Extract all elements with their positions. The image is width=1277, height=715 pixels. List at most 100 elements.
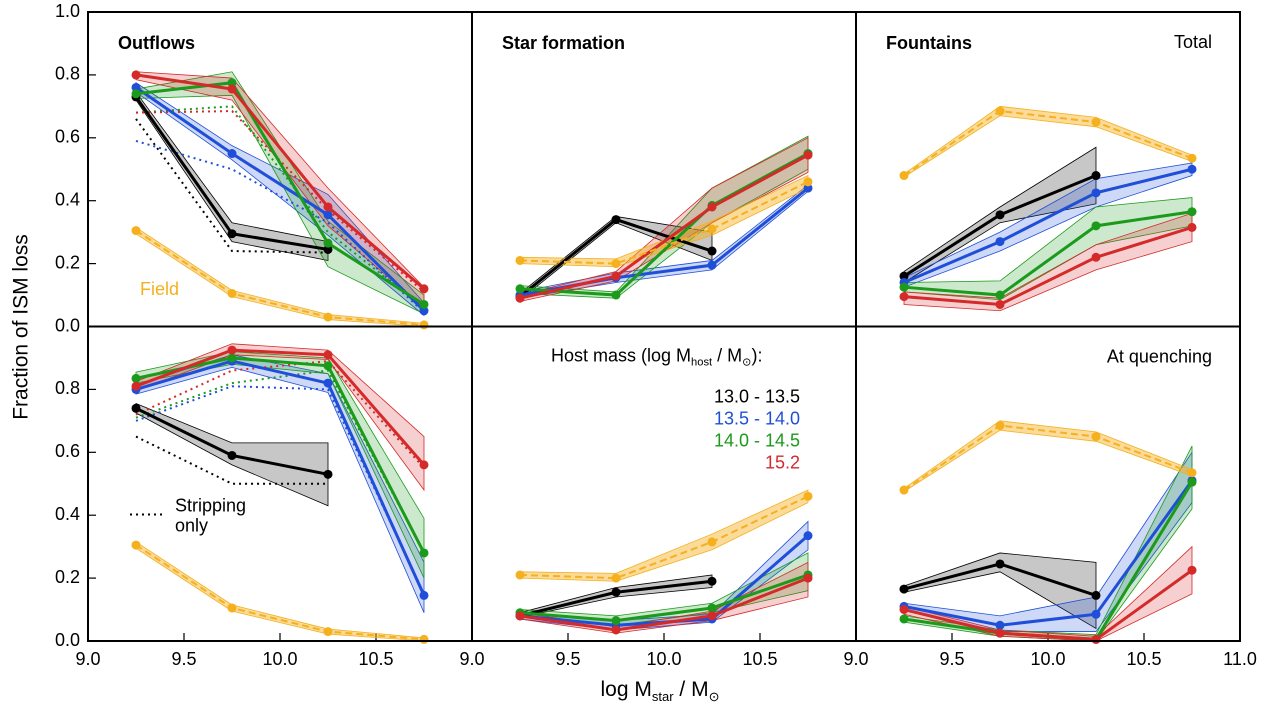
data-point: [323, 238, 333, 248]
x-tick-label: 9.0: [75, 649, 100, 669]
data-point: [899, 605, 909, 615]
data-point: [611, 573, 621, 583]
data-point: [515, 570, 525, 580]
x-axis-label-part: log M: [601, 678, 652, 701]
x-tick-label: 10.0: [1030, 649, 1065, 669]
data-point: [611, 290, 621, 300]
data-point: [419, 634, 429, 644]
series-line: [135, 348, 426, 466]
data-point: [131, 70, 141, 80]
data-point: [995, 421, 1005, 431]
y-tick-label: 0.4: [55, 504, 80, 524]
error-band: [135, 541, 425, 642]
series-line: [519, 153, 809, 300]
x-tick-label: 9.5: [171, 649, 196, 669]
data-point: [1187, 565, 1197, 575]
x-tick-label: 10.5: [358, 649, 393, 669]
data-point: [899, 292, 909, 302]
data-point: [419, 320, 429, 330]
data-point: [131, 82, 141, 92]
error-band: [903, 212, 1193, 312]
data-point: [995, 559, 1005, 569]
error-band: [903, 545, 1193, 642]
data-point: [131, 373, 141, 383]
series-line: [903, 225, 1193, 307]
data-point: [227, 149, 237, 159]
data-point: [1091, 188, 1101, 198]
legend-title: Host mass (log Mhost / M⊙):: [551, 345, 762, 368]
data-point: [995, 620, 1005, 630]
series-line: [903, 569, 1193, 641]
x-axis-label-part: star: [652, 689, 674, 704]
series-line: [519, 576, 809, 632]
data-point: [611, 587, 621, 597]
data-point: [1187, 164, 1197, 174]
data-point: [323, 202, 333, 212]
data-point: [707, 537, 717, 547]
data-point: [227, 450, 237, 460]
series-line: [519, 573, 809, 623]
panel: 0.0 0.2 0.4 0.6 0.8 1.0 Field Outflows: [55, 1, 473, 335]
series-line: [135, 110, 425, 293]
y-tick-label: 0.6: [55, 127, 80, 147]
panel-frame: [855, 325, 1241, 642]
data-point: [1187, 153, 1197, 163]
data-point: [131, 89, 141, 99]
series-line: [135, 86, 426, 312]
data-point: [1091, 634, 1101, 644]
data-point: [1091, 221, 1101, 231]
data-point: [707, 576, 717, 586]
data-point: [899, 485, 909, 495]
data-point: [1187, 468, 1197, 478]
data-point: [611, 625, 621, 635]
data-point: [1187, 222, 1197, 232]
data-point: [323, 312, 333, 322]
data-point: [515, 293, 525, 303]
data-point: [419, 590, 429, 600]
data-point: [995, 106, 1005, 116]
legend-entry: 15.2: [765, 452, 800, 472]
y-tick-label: 0.8: [55, 64, 80, 84]
data-point: [1091, 432, 1101, 442]
data-point: [707, 260, 717, 270]
legend-title-part: Host mass (log M: [551, 345, 691, 365]
data-point: [323, 244, 333, 254]
data-point: [131, 226, 141, 236]
data-point: [611, 271, 621, 281]
data-point: [899, 171, 909, 181]
series-line: [903, 424, 1193, 491]
legend-title-part: host: [691, 356, 713, 368]
data-point: [611, 616, 621, 626]
panel-title: Outflows: [118, 33, 195, 53]
data-point: [1091, 171, 1101, 181]
data-point: [419, 548, 429, 558]
stripping-label: only: [175, 515, 208, 535]
data-point: [707, 246, 717, 256]
x-tick-label: 9.0: [843, 649, 868, 669]
data-point: [227, 78, 237, 88]
panel-title: Star formation: [502, 33, 625, 53]
data-point: [1187, 207, 1197, 217]
series-line: [135, 359, 426, 597]
data-point: [419, 284, 429, 294]
y-tick-label: 0.6: [55, 441, 80, 461]
data-point: [1187, 477, 1197, 487]
data-point: [515, 255, 525, 265]
legend-title-part: / M: [712, 345, 742, 365]
error-band: [519, 489, 809, 582]
data-point: [611, 259, 621, 269]
data-point: [707, 224, 717, 234]
data-point: [611, 215, 621, 225]
panel: Fountains Total: [855, 11, 1241, 328]
stripping-label: Stripping: [175, 495, 246, 515]
error-band: [903, 162, 1193, 288]
data-point: [227, 345, 237, 355]
panel: Star formation: [471, 11, 857, 328]
panel: 9.0 9.5 10.0 10.5 11.0 At quenching: [843, 325, 1257, 669]
data-point: [323, 469, 333, 479]
x-tick-label: 10.0: [262, 649, 297, 669]
data-point: [419, 306, 429, 316]
y-tick-label: 0.0: [55, 315, 80, 335]
y-tick-label: 1.0: [55, 1, 80, 21]
